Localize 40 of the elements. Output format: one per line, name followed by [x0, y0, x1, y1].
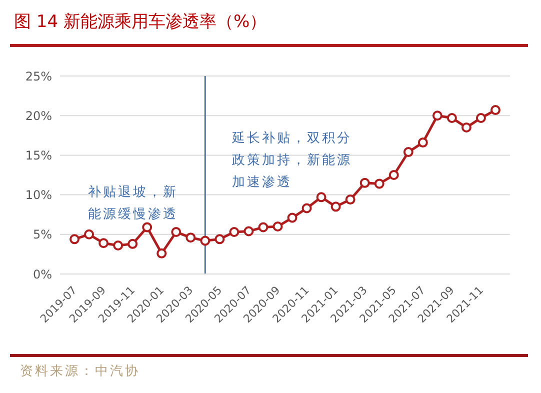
- y-tick-label: 15%: [25, 148, 52, 162]
- annotation: 延长补贴，双积分政策加持，新能源加速渗透: [232, 130, 353, 192]
- y-tick-label: 20%: [25, 108, 52, 123]
- point: [360, 178, 370, 188]
- point: [244, 226, 254, 236]
- point: [403, 147, 414, 158]
- point: [418, 138, 428, 148]
- point: [476, 112, 486, 123]
- point: [345, 194, 356, 205]
- y-tick-label: 25%: [25, 69, 52, 84]
- point: [461, 122, 472, 132]
- point: [98, 238, 109, 248]
- point: [316, 192, 326, 202]
- point: [258, 222, 268, 232]
- point: [302, 203, 312, 214]
- y-tick-label: 0%: [32, 267, 52, 282]
- point: [490, 105, 500, 116]
- text: 资料来源：中汽协: [20, 363, 140, 380]
- point: [446, 112, 457, 123]
- point: [70, 234, 80, 244]
- point: [287, 212, 298, 223]
- point: [374, 178, 384, 189]
- point: [214, 234, 225, 244]
- point: [156, 248, 167, 258]
- point: [432, 110, 442, 121]
- y-tick-label: 5%: [32, 228, 52, 242]
- point: [128, 238, 138, 249]
- point: [142, 222, 152, 232]
- point: [229, 227, 240, 238]
- chart-title: 图 14 新能源乘用车渗透率（%）: [14, 11, 267, 33]
- point: [84, 229, 94, 240]
- point: [113, 240, 124, 250]
- point: [388, 170, 399, 180]
- y-tick-label: 10%: [25, 188, 52, 202]
- point: [186, 232, 196, 243]
- point: [200, 236, 210, 246]
- point: [272, 221, 283, 232]
- point: [330, 202, 341, 212]
- point: [171, 227, 182, 238]
- annotation: 补贴退坡，新能源缓慢渗透: [88, 184, 179, 224]
